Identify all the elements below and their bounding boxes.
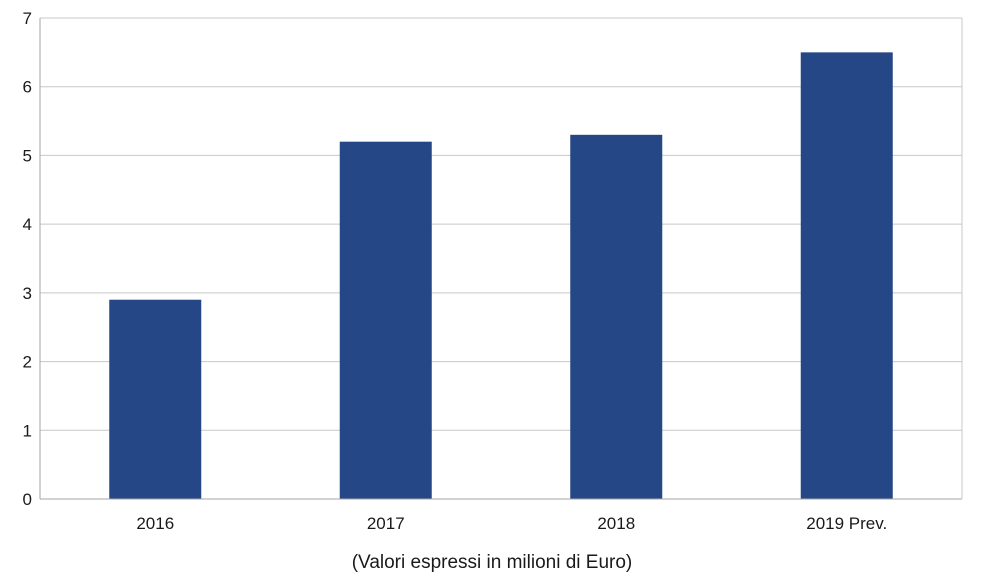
y-tick-label: 7 [23,9,32,28]
bar [339,141,432,499]
x-tick-labels: 2016 2017 2018 2019 Prev. [136,514,887,533]
x-tick-label: 2017 [367,514,405,533]
bars [109,52,893,500]
bar [109,299,202,499]
axes [39,18,963,500]
y-tick-label: 0 [23,490,32,509]
y-tick-label: 4 [23,215,32,234]
x-tick-label: 2019 Prev. [806,514,887,533]
x-tick-label: 2016 [136,514,174,533]
y-tick-label: 3 [23,284,32,303]
y-tick-labels: 0 1 2 3 4 5 6 7 [23,9,32,509]
y-tick-label: 2 [23,353,32,372]
x-axis-label: (Valori espressi in milioni di Euro) [352,552,633,573]
x-tick-label: 2018 [597,514,635,533]
y-tick-label: 5 [23,146,32,165]
y-tick-label: 6 [23,78,32,97]
bar [570,134,663,500]
bar [800,52,893,499]
y-tick-label: 1 [23,421,32,440]
